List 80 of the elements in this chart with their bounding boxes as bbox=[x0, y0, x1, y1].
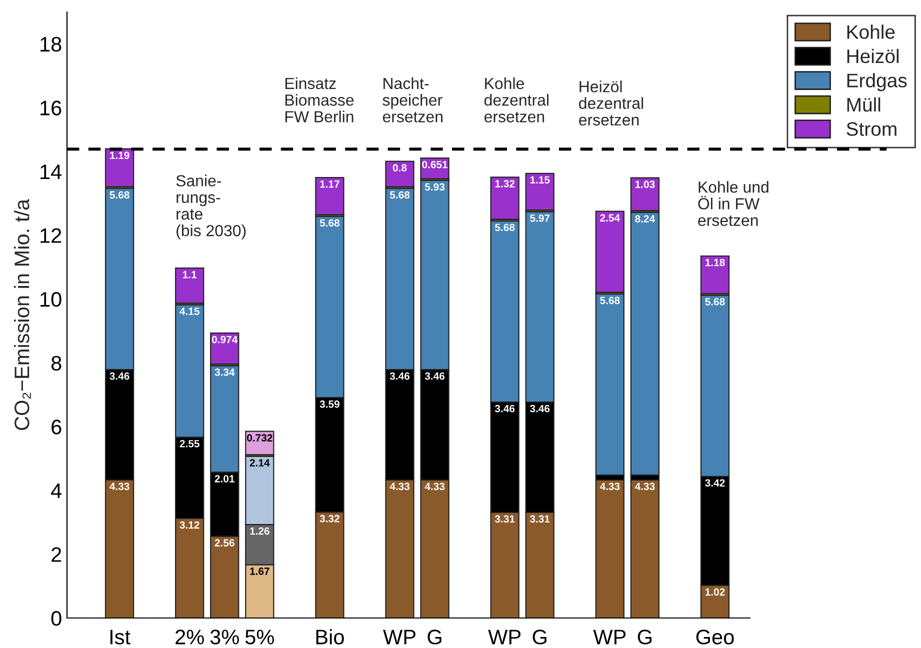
data-label: 1.17 bbox=[320, 180, 340, 188]
data-label: 4.15 bbox=[180, 308, 200, 315]
annotation: Sanie- rungs- rate (bis 2030) bbox=[176, 174, 246, 240]
data-label: 5.68 bbox=[495, 224, 515, 232]
data-label: 2.55 bbox=[180, 440, 200, 448]
data-label: 5.68 bbox=[600, 296, 620, 304]
data-label: 2.54 bbox=[600, 214, 620, 222]
x-tick-label: 2% bbox=[176, 630, 204, 644]
data-label: 8.24 bbox=[635, 215, 656, 222]
data-label: 1.1 bbox=[183, 271, 197, 278]
y-tick-label: 0 bbox=[51, 611, 62, 626]
data-label: 1.03 bbox=[635, 180, 655, 188]
data-label: 4.33 bbox=[390, 482, 410, 490]
y-tick-label: 12 bbox=[40, 228, 62, 243]
x-tick-label: G bbox=[428, 630, 442, 644]
data-label: 1.15 bbox=[530, 176, 550, 184]
legend-label: Strom bbox=[846, 122, 896, 136]
x-tick-label: WP bbox=[488, 630, 520, 644]
y-tick-label: 6 bbox=[52, 420, 62, 434]
data-label: 4.33 bbox=[600, 482, 620, 490]
data-label: 3.46 bbox=[110, 372, 130, 380]
y-tick-label: 8 bbox=[51, 356, 62, 371]
data-label: 4.33 bbox=[424, 482, 445, 490]
y-tick-label: 10 bbox=[40, 292, 62, 307]
data-label: 3.12 bbox=[180, 521, 200, 529]
data-label: 5.97 bbox=[530, 214, 550, 222]
data-label: 3.46 bbox=[530, 404, 550, 412]
data-label: 5.68 bbox=[320, 219, 340, 227]
y-axis-title: CO₂−Emission in Mio. t/a bbox=[14, 198, 31, 430]
data-label: 0.651 bbox=[422, 160, 448, 168]
y-tick-label: 18 bbox=[40, 36, 62, 52]
data-label: 3.32 bbox=[320, 514, 340, 522]
data-label: 4.33 bbox=[110, 482, 130, 490]
annotation: Heizöl dezentral ersetzen bbox=[579, 80, 644, 126]
data-label: 4.33 bbox=[634, 482, 655, 490]
legend-label: Kohle bbox=[847, 24, 895, 39]
data-label: 3.46 bbox=[390, 372, 410, 380]
data-label: 1.18 bbox=[705, 258, 725, 266]
annotation: Nacht- speicher ersetzen bbox=[382, 77, 442, 122]
legend-label: Müll bbox=[847, 97, 880, 112]
data-label: 3.34 bbox=[214, 368, 235, 376]
x-tick-label: 3% bbox=[210, 630, 239, 644]
x-tick-label: Bio bbox=[316, 629, 344, 644]
y-tick-label: 14 bbox=[40, 164, 62, 180]
annotation: Kohle dezentral ersetzen bbox=[484, 77, 548, 122]
x-tick-label: WP bbox=[593, 630, 626, 644]
data-label: 1.26 bbox=[250, 527, 270, 535]
data-label: 1.19 bbox=[110, 152, 130, 160]
data-label: 3.46 bbox=[424, 372, 445, 380]
x-tick-label: G bbox=[532, 630, 546, 644]
data-label: 2.01 bbox=[214, 475, 234, 482]
x-tick-label: Geo bbox=[696, 630, 734, 644]
data-label: 3.31 bbox=[530, 515, 550, 523]
annotation: Einsatz Biomasse FW Berlin bbox=[285, 77, 354, 122]
data-label: 2.14 bbox=[250, 459, 270, 466]
data-label: 1.02 bbox=[705, 588, 725, 596]
y-tick-label: 16 bbox=[40, 100, 62, 116]
x-tick-label: Ist bbox=[110, 630, 130, 644]
x-tick-label: WP bbox=[383, 630, 416, 644]
y-tick-label: 2 bbox=[52, 547, 62, 562]
data-label: 3.42 bbox=[705, 479, 725, 487]
data-label: 3.31 bbox=[494, 515, 515, 523]
y-tick-label: 4 bbox=[51, 484, 62, 498]
data-label: 1.32 bbox=[495, 180, 515, 188]
data-label: 0.732 bbox=[247, 434, 272, 442]
data-label: 2.56 bbox=[214, 539, 234, 547]
annotation: Kohle und Öl in FW ersetzen bbox=[698, 181, 768, 226]
data-label: 0.8 bbox=[392, 164, 407, 172]
data-label: 5.68 bbox=[705, 298, 725, 306]
legend-label: Heizöl bbox=[847, 48, 899, 64]
data-label: 3.59 bbox=[320, 400, 340, 408]
data-label: 5.93 bbox=[424, 183, 445, 191]
data-label: 5.68 bbox=[390, 191, 410, 199]
legend-label: Erdgas bbox=[847, 73, 907, 92]
x-tick-label: 5% bbox=[245, 630, 274, 644]
data-label: 0.974 bbox=[212, 336, 238, 344]
data-label: 1.67 bbox=[250, 568, 270, 575]
data-label: 5.68 bbox=[110, 191, 130, 199]
x-tick-label: G bbox=[638, 630, 652, 644]
data-label: 3.46 bbox=[494, 404, 515, 412]
